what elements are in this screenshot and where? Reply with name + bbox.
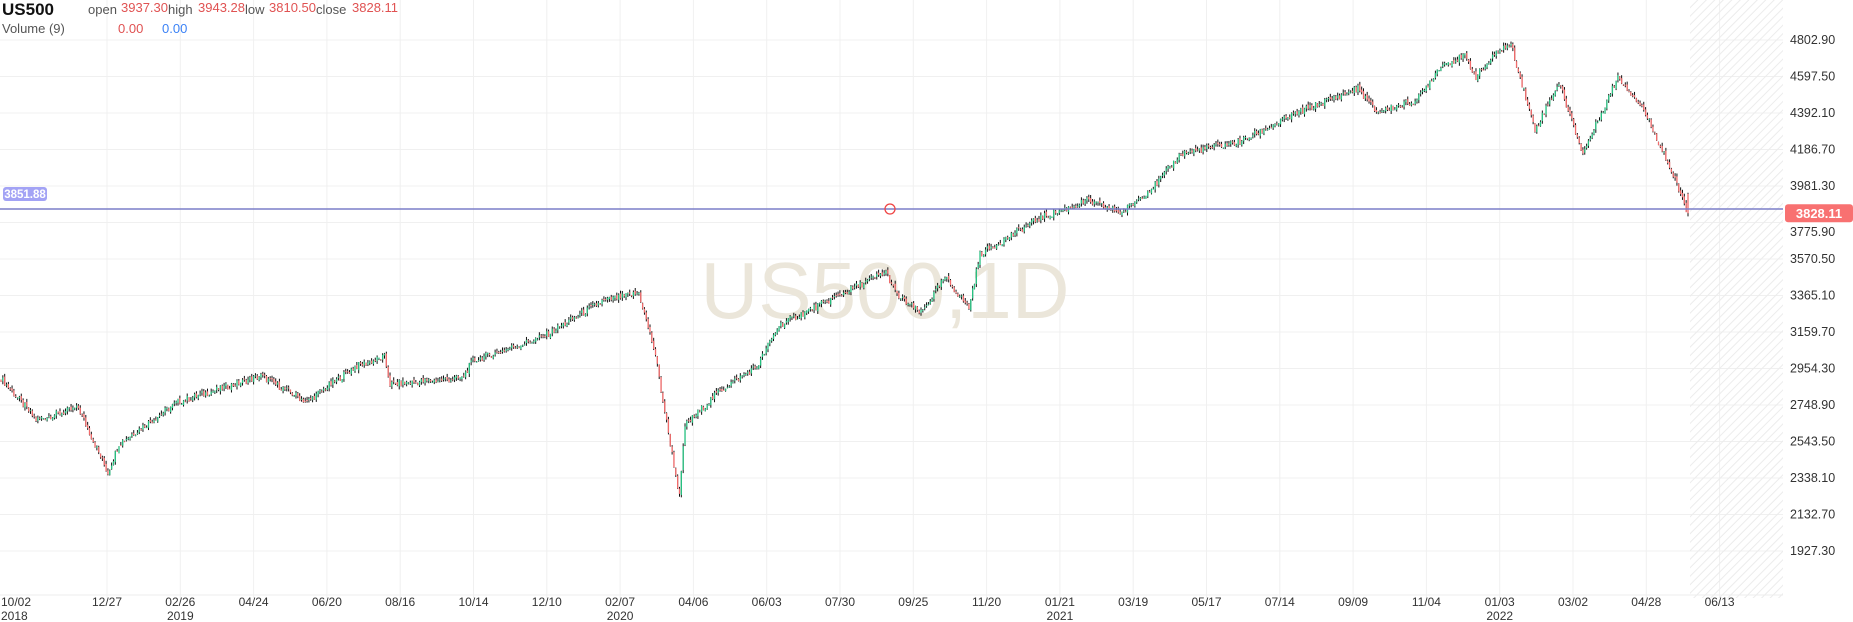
x-tick-label: 07/14 [1265, 595, 1295, 609]
x-tick-label: 01/03 [1485, 595, 1515, 609]
x-tick-label: 03/02 [1558, 595, 1588, 609]
y-tick-label: 3365.10 [1790, 289, 1835, 303]
svg-text:3828.11: 3828.11 [1796, 206, 1842, 221]
svg-text:3851.88: 3851.88 [4, 189, 46, 201]
x-tick-year: 2018 [1, 609, 28, 622]
x-tick-year: 2022 [1486, 609, 1513, 622]
x-tick-year: 2020 [607, 609, 634, 622]
open-value: 3937.30 [121, 0, 168, 15]
last-price-badge: 3828.11 [1785, 204, 1853, 223]
x-tick-label: 11/20 [972, 595, 1001, 609]
low-label: low [245, 2, 265, 17]
y-tick-label: 2748.90 [1790, 398, 1835, 412]
x-tick-label: 04/28 [1631, 595, 1661, 609]
y-tick-label: 3981.30 [1790, 179, 1835, 193]
y-tick-label: 3159.70 [1790, 325, 1835, 339]
x-tick-label: 10/02 [1, 595, 31, 609]
x-tick-label: 03/19 [1118, 595, 1148, 609]
x-tick-label: 06/03 [752, 595, 782, 609]
x-tick-label: 01/21 [1045, 595, 1075, 609]
y-tick-label: 3775.90 [1790, 225, 1835, 239]
low-value: 3810.50 [269, 0, 316, 15]
volume-value-1: 0.00 [118, 21, 144, 36]
future-area [1690, 0, 1783, 598]
x-tick-year: 2021 [1047, 609, 1074, 622]
symbol-name: US500 [2, 0, 54, 19]
x-tick-label: 04/06 [678, 595, 708, 609]
y-tick-label: 2338.10 [1790, 471, 1835, 485]
x-tick-label: 05/17 [1191, 595, 1221, 609]
close-value: 3828.11 [352, 0, 399, 15]
watermark: US500,1D [700, 246, 1069, 335]
line-handle[interactable] [884, 203, 896, 215]
x-tick-label: 09/25 [898, 595, 928, 609]
high-value: 3943.28 [198, 0, 245, 15]
y-tick-label: 3570.50 [1790, 252, 1835, 266]
y-tick-label: 2543.50 [1790, 435, 1835, 449]
x-tick-label: 12/27 [92, 595, 122, 609]
x-tick-year: 2019 [167, 609, 194, 622]
x-tick-label: 07/30 [825, 595, 855, 609]
volume-label: Volume (9) [2, 21, 65, 36]
x-tick-label: 04/24 [239, 595, 269, 609]
price-axis[interactable]: 4802.90 4597.50 4392.10 4186.70 3981.30 3775.… [1790, 33, 1835, 558]
x-tick-label: 09/09 [1338, 595, 1368, 609]
open-label: open [88, 2, 117, 17]
close-label: close [316, 2, 347, 17]
y-tick-label: 4392.10 [1790, 106, 1835, 120]
y-tick-label: 1927.30 [1790, 544, 1835, 558]
x-tick-label: 06/20 [312, 595, 342, 609]
x-tick-label: 10/14 [458, 595, 488, 609]
y-tick-label: 4597.50 [1790, 70, 1835, 84]
high-label: high [168, 2, 193, 17]
x-tick-label: 11/04 [1412, 595, 1441, 609]
x-tick-label: 02/07 [605, 595, 635, 609]
x-tick-label: 08/16 [385, 595, 415, 609]
y-tick-label: 4186.70 [1790, 143, 1835, 157]
crosshair-price-label: 3851.88 [3, 186, 47, 201]
y-tick-label: 2132.70 [1790, 508, 1835, 522]
x-tick-label: 12/10 [532, 595, 562, 609]
y-tick-label: 4802.90 [1790, 33, 1835, 47]
x-tick-label: 02/26 [165, 595, 195, 609]
volume-value-2: 0.00 [162, 21, 188, 36]
y-tick-label: 2954.30 [1790, 362, 1835, 376]
candles [0, 41, 1689, 498]
x-tick-label: 06/13 [1705, 595, 1735, 609]
